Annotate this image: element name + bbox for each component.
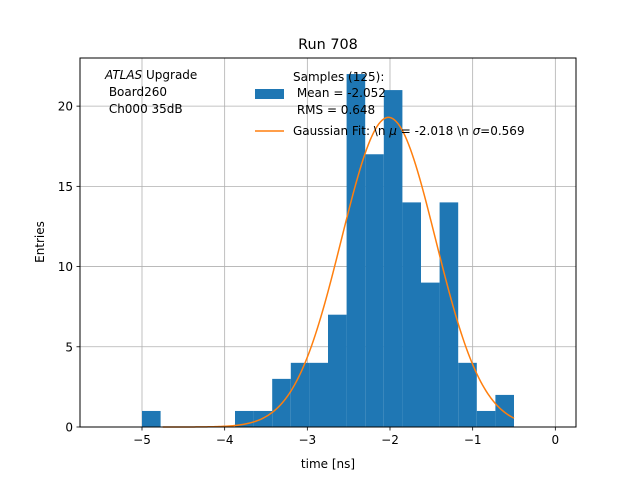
histogram-bar (328, 314, 347, 427)
histogram-bar (421, 282, 440, 427)
legend-samples-line1: Samples (125): (293, 70, 384, 84)
atlas-annotation: ATLAS Upgrade Board260 Ch000 35dB (104, 68, 197, 116)
histogram-bar (346, 74, 366, 427)
histogram-bar (142, 410, 161, 427)
histogram-bar (402, 202, 421, 427)
legend-swatch-samples (255, 89, 284, 99)
axis-ticks: −5 −4 −3 −2 −1 0 0 5 10 15 20 (58, 100, 559, 447)
y-tick-label: 20 (58, 100, 73, 114)
histogram-bar (458, 362, 477, 427)
legend-fit-end: =0.569 (480, 124, 524, 138)
annotation-board: Board260 (105, 85, 167, 99)
legend-fit-sigma: σ (473, 124, 481, 138)
x-tick-label: −1 (464, 433, 482, 447)
gaussian-fit-line (162, 116, 515, 428)
annotation-experiment: ATLAS (104, 68, 143, 82)
x-axis-label: time [ns] (301, 457, 355, 471)
legend-samples-mean: Mean = -2.052 (293, 86, 386, 100)
x-tick-label: −2 (381, 433, 399, 447)
legend-fit-prefix: Gaussian Fit: \n (293, 124, 389, 138)
x-tick-label: −5 (133, 433, 151, 447)
histogram-bar (309, 362, 328, 427)
histogram-bar (383, 90, 403, 427)
legend-fit-mid: = -2.018 \n (397, 124, 473, 138)
y-tick-label: 5 (65, 340, 73, 354)
histogram-bar (290, 362, 310, 427)
histogram-bar (439, 202, 459, 427)
legend-samples-rms: RMS = 0.648 (293, 103, 375, 117)
x-tick-label: 0 (552, 433, 560, 447)
annotation-channel: Ch000 35dB (105, 102, 183, 116)
histogram-bar (495, 394, 514, 427)
legend: Samples (125): Mean = -2.052 RMS = 0.648… (255, 70, 525, 138)
legend-fit-label: Gaussian Fit: \n μ = -2.018 \n σ=0.569 (293, 124, 525, 138)
y-tick-label: 15 (58, 180, 73, 194)
y-tick-label: 10 (58, 260, 73, 274)
legend-fit-mu: μ (388, 124, 397, 138)
histogram-bars (142, 74, 514, 427)
plot-frame (79, 57, 577, 428)
y-tick-label: 0 (65, 421, 73, 435)
grid (80, 58, 576, 428)
x-tick-label: −4 (216, 433, 234, 447)
chart-title: Run 708 (298, 37, 358, 53)
gaussian-fit (162, 116, 515, 428)
svg-text:ATLAS Upgrade: ATLAS Upgrade (104, 68, 197, 82)
x-tick-label: −3 (298, 433, 316, 447)
histogram-bar (365, 154, 384, 427)
histogram-bar (476, 410, 496, 427)
annotation-experiment-suffix: Upgrade (142, 68, 197, 82)
y-axis-label: Entries (33, 221, 47, 263)
